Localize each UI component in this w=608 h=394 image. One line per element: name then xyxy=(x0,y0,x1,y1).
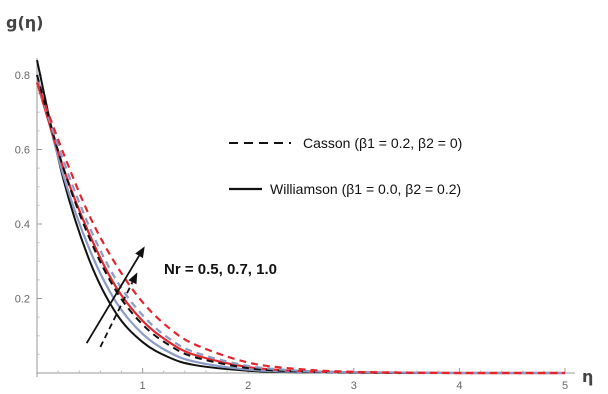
y-axis-label: g(η) xyxy=(6,13,43,32)
series-line-solid xyxy=(36,59,565,375)
legend-label-casson: Casson (β1 = 0.2, β2 = 0) xyxy=(303,135,462,151)
arrow-shaft-dashed xyxy=(99,281,134,348)
x-tick-label: 5 xyxy=(562,380,568,392)
arrow-head xyxy=(128,272,138,285)
arrow-head xyxy=(135,246,145,259)
arrow-shaft-solid xyxy=(85,255,140,344)
y-tick-label: 0.6 xyxy=(15,145,30,157)
x-tick-label: 4 xyxy=(456,380,462,392)
x-tick-label: 3 xyxy=(351,380,357,392)
series-layer xyxy=(35,59,566,375)
nr-annotation: Nr = 0.5, 0.7, 1.0 xyxy=(164,261,277,278)
x-axis-label: η xyxy=(582,367,593,386)
series-line-dashed xyxy=(36,74,565,375)
x-tick-label: 2 xyxy=(245,380,251,392)
y-tick-label: 0.8 xyxy=(15,70,30,82)
arrow-layer xyxy=(85,246,145,348)
y-tick-label: 0.2 xyxy=(15,294,30,306)
series-line-solid xyxy=(35,82,566,375)
x-tick-label: 1 xyxy=(140,380,146,392)
series-line-dashed xyxy=(35,82,566,375)
legend-label-williamson: Williamson (β1 = 0.0, β2 = 0.2) xyxy=(270,181,461,197)
series-line-dashed xyxy=(35,82,566,375)
series-line-solid xyxy=(35,74,565,375)
y-tick-label: 0.4 xyxy=(15,219,30,231)
legend: Casson (β1 = 0.2, β2 = 0) Williamson (β1… xyxy=(229,135,462,197)
axes-layer: 1 2 3 4 5 0.2 0.4 0.6 0.8 xyxy=(15,58,575,392)
